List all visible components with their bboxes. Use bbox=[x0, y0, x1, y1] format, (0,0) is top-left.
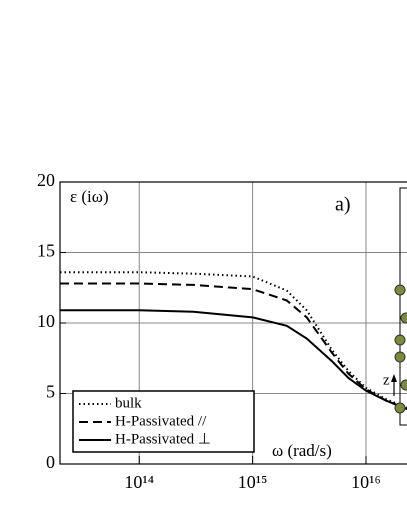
y-tick-label: 15 bbox=[37, 241, 55, 261]
atom bbox=[394, 284, 406, 296]
x-tick-label: 10¹⁶ bbox=[351, 472, 381, 492]
inset: z bbox=[383, 187, 407, 426]
x-tick-label: 10¹⁴ bbox=[124, 472, 154, 492]
y-axis-label: ε (iω) bbox=[70, 187, 109, 206]
atom bbox=[394, 334, 406, 346]
y-tick-label: 20 bbox=[37, 170, 55, 190]
plot-frame bbox=[59, 181, 407, 465]
legend-label: H-Passivated ⊥ bbox=[115, 431, 211, 447]
plot-area: 0 5 10 15 20 10¹⁴ 10¹⁵ 10¹⁶ bbox=[37, 170, 407, 492]
z-arrow-head bbox=[391, 374, 397, 382]
y-tick-label: 10 bbox=[37, 311, 55, 331]
inset-frame bbox=[399, 187, 407, 426]
x-tick-label: 10¹⁵ bbox=[238, 472, 268, 492]
atom bbox=[394, 351, 406, 363]
atom bbox=[400, 312, 407, 324]
inset-label: z bbox=[383, 372, 390, 388]
y-tick-label: 0 bbox=[46, 452, 55, 472]
series-line bbox=[60, 309, 407, 410]
legend-box bbox=[72, 390, 255, 453]
series-line bbox=[60, 282, 407, 410]
x-axis-label: ω (rad/s) bbox=[272, 441, 332, 460]
series-line bbox=[60, 271, 407, 409]
legend-label: H-Passivated // bbox=[115, 413, 207, 429]
atom bbox=[394, 402, 406, 414]
legend-label: bulk bbox=[115, 395, 142, 411]
annotation: a) bbox=[335, 194, 351, 216]
atom bbox=[400, 379, 407, 391]
y-tick-label: 5 bbox=[46, 382, 55, 402]
